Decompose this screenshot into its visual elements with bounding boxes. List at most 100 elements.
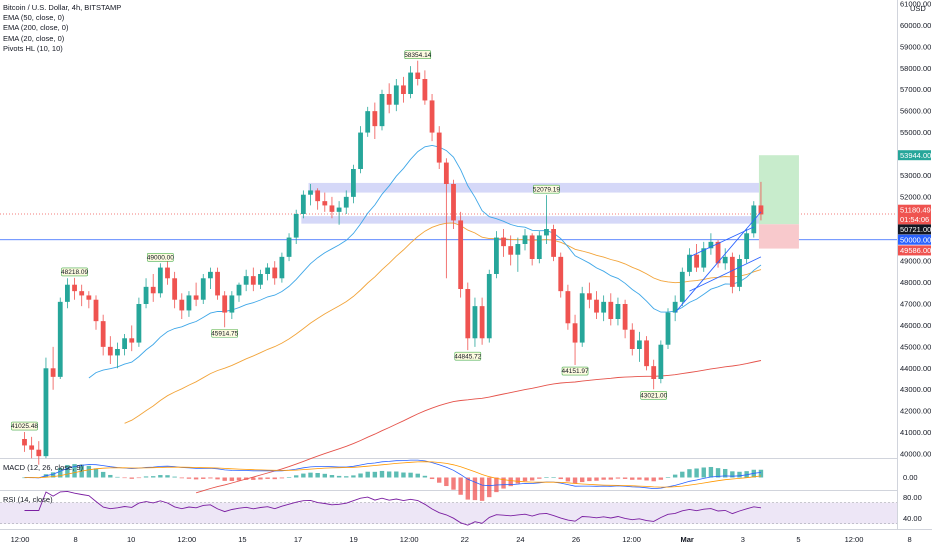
price-tick-label: 52000.00 (900, 192, 931, 201)
macd-signal-line (24, 461, 762, 488)
price-tag-label: 53944.00 (900, 151, 931, 160)
candle-body (243, 276, 249, 285)
time-tick-label: 26 (572, 535, 580, 544)
pivots-legend[interactable]: Pivots HL (10, 10) (3, 43, 63, 53)
macd-histogram-bar (294, 475, 299, 478)
ema200-line (195, 360, 762, 494)
candle-body (494, 237, 499, 274)
time-tick-label: 22 (461, 535, 469, 544)
macd-histogram-bar (265, 477, 270, 479)
macd-histogram-bar (572, 477, 578, 484)
price-tick-label: 61000.00 (900, 0, 931, 9)
price-tick-label: 41000.00 (900, 428, 931, 437)
candle-body (79, 291, 85, 296)
candle-body (265, 267, 270, 274)
candle-body (572, 323, 578, 343)
candle-body (708, 241, 714, 249)
candle-body (365, 111, 371, 133)
ema200-legend[interactable]: EMA (200, close, 0) (3, 23, 69, 33)
rsi-tick-label: 40.00 (903, 514, 922, 523)
candle-body (637, 340, 642, 349)
candle-body (744, 233, 750, 259)
price-tag-label: 50721.00 (900, 225, 931, 234)
candle-body (629, 329, 635, 349)
target-zone (758, 155, 799, 225)
time-tick-label: 12:00 (11, 535, 30, 544)
macd-histogram-bar (65, 464, 70, 478)
candle-body (57, 301, 63, 377)
candle-body (644, 340, 649, 367)
candle-body (215, 271, 220, 296)
pivot-label-box (211, 328, 238, 338)
time-tick-label: 17 (294, 535, 302, 544)
time-tick-label: 8 (908, 535, 912, 544)
candle-body (36, 449, 42, 457)
macd-histogram-bar (201, 477, 206, 479)
price-tick-label: 40000.00 (900, 450, 931, 459)
macd-histogram-bar (458, 477, 463, 495)
rsi-line (24, 490, 762, 526)
candle-body (579, 293, 585, 343)
candle-body (22, 439, 27, 446)
price-tick-label: 57000.00 (900, 85, 931, 94)
trend-line (674, 211, 762, 313)
price-tag-label: 49586.00 (900, 246, 931, 255)
pivot-label-box (61, 267, 88, 277)
candle-body (50, 368, 56, 377)
macd-histogram-bar (558, 477, 563, 480)
candle-body (408, 72, 413, 94)
time-tick-label: 12:00 (622, 535, 641, 544)
macd-histogram-bar (630, 477, 635, 480)
candle-body (65, 284, 70, 302)
candle-body (443, 162, 449, 184)
rsi-legend[interactable]: RSI (14, close) (3, 495, 53, 504)
trend-line (689, 226, 754, 258)
candle-body (100, 321, 106, 347)
macd-legend[interactable]: MACD (12, 26, close, 9) (3, 463, 84, 472)
ema50-line (124, 222, 762, 424)
macd-histogram-bar (429, 477, 435, 480)
candle-body (722, 256, 728, 264)
macd-histogram-bar (208, 477, 213, 479)
price-tick-label: 49000.00 (900, 257, 931, 266)
macd-histogram-bar (415, 473, 420, 478)
candle-body (272, 267, 278, 279)
macd-histogram-bar (143, 476, 149, 478)
price-tick-label: 44000.00 (900, 364, 931, 373)
macd-histogram-bar (594, 477, 599, 481)
candle-body (336, 207, 342, 212)
candle-body (179, 299, 185, 311)
candle-body (565, 291, 571, 324)
macd-histogram-bar (501, 477, 506, 489)
ema20-legend[interactable]: EMA (20, close, 0) (3, 33, 65, 43)
macd-histogram-bar (322, 473, 327, 478)
macd-histogram-bar (344, 476, 349, 478)
price-tick-label: 53000.00 (900, 171, 931, 180)
candle-body (29, 445, 35, 450)
currency-label: USD (910, 4, 926, 13)
candle-body (594, 299, 599, 313)
macd-histogram-bar (315, 472, 320, 478)
candle-body (115, 349, 120, 356)
candle-body (358, 132, 363, 169)
ema50-legend[interactable]: EMA (50, close, 0) (3, 13, 65, 23)
candle-body (672, 301, 678, 313)
macd-histogram-bar (472, 477, 478, 501)
candle-body (107, 346, 113, 356)
macd-histogram-bar (329, 475, 335, 478)
candle-body (515, 244, 521, 255)
macd-histogram-bar (286, 477, 292, 478)
pivot-label: 44151.97 (561, 368, 588, 375)
macd-histogram-bar (372, 471, 378, 478)
macd-histogram-bar (50, 472, 56, 478)
candle-body (72, 284, 77, 292)
macd-histogram-bar (687, 469, 692, 478)
candle-body (222, 295, 228, 313)
candle-body (651, 366, 657, 379)
macd-histogram-bar (172, 476, 177, 478)
pivot-label: 43021.00 (640, 392, 667, 399)
candle-body (165, 267, 170, 279)
price-tick-label: 55000.00 (900, 128, 931, 137)
candle-body (758, 205, 764, 215)
